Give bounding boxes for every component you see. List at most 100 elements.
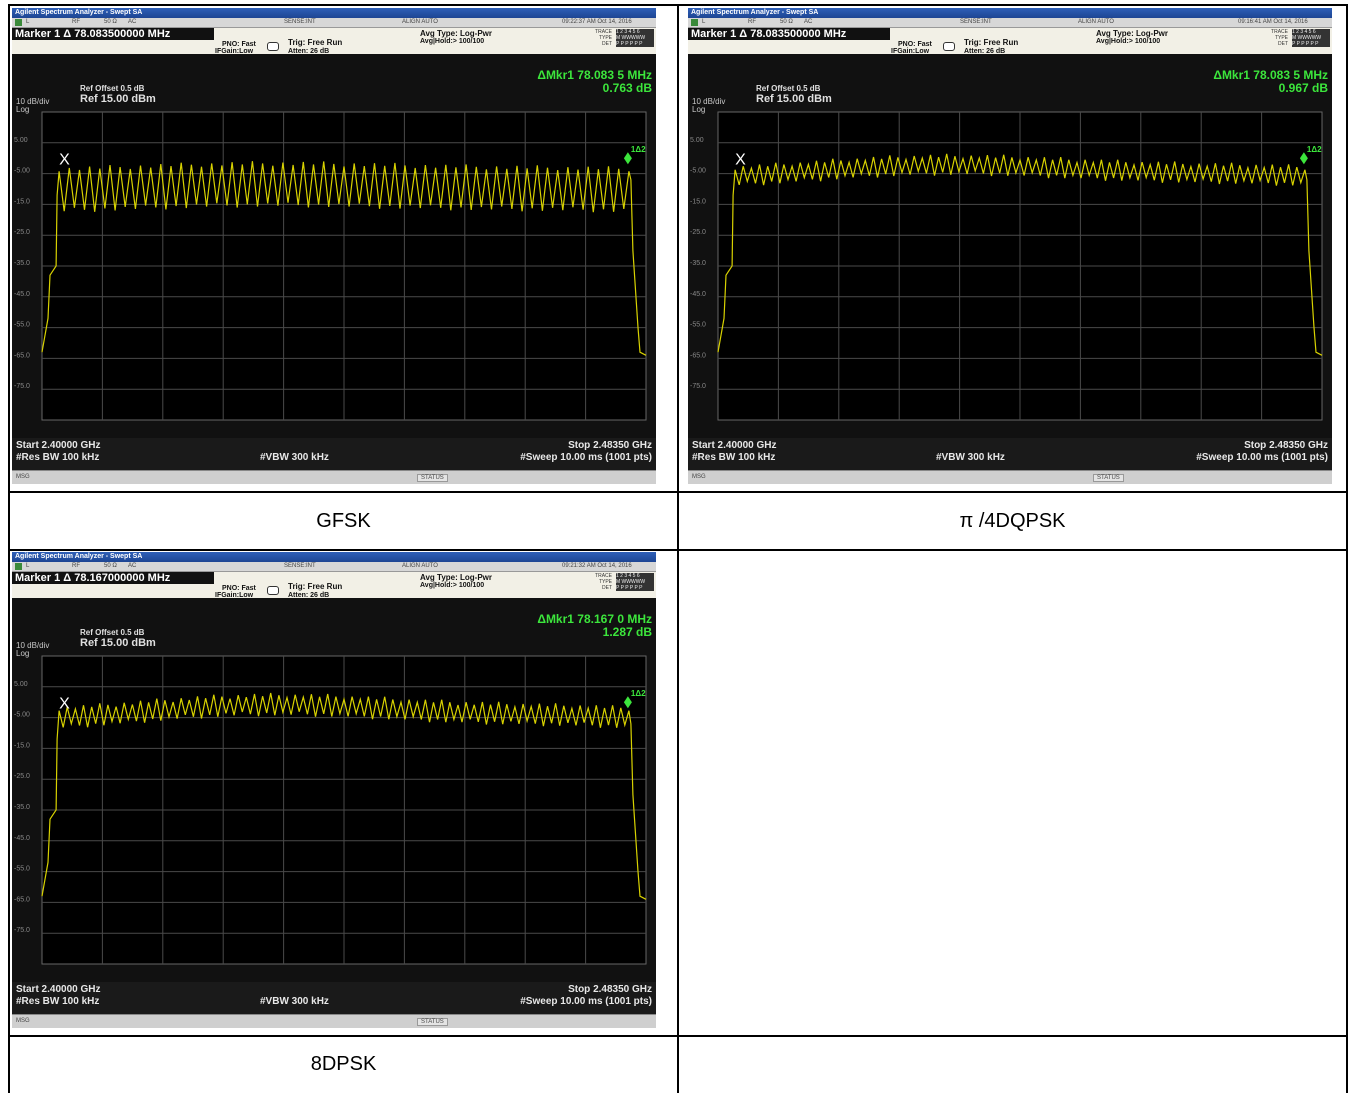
- marker-x-reference: X: [59, 695, 70, 712]
- spectrum-analyzer-screen: Agilent Spectrum Analyzer - Swept SA L R…: [688, 8, 1332, 484]
- avg-type-label: Avg Type: Log-Pwr: [420, 29, 492, 38]
- strip-ac: AC: [128, 563, 136, 569]
- ref-level: Ref 15.00 dBm: [756, 93, 832, 105]
- delta-marker-tag: 1Δ2: [631, 689, 646, 698]
- msg-label: MSG: [16, 474, 30, 480]
- sweep-time: #Sweep 10.00 ms (1001 pts): [520, 996, 652, 1007]
- strip-sense: SENSE:INT: [284, 19, 316, 25]
- y-tick-label: -65.0: [14, 352, 30, 359]
- y-tick-label: -45.0: [690, 291, 706, 298]
- strip-sense: SENSE:INT: [960, 19, 992, 25]
- y-tick-label: -55.0: [690, 322, 706, 329]
- status-indicator-icon: [691, 19, 698, 26]
- trig-label: Trig: Free Run: [288, 38, 342, 47]
- delta-marker-value: 0.763 dB: [603, 81, 652, 95]
- spectrum-analyzer-screen: Agilent Spectrum Analyzer - Swept SA L R…: [12, 8, 656, 484]
- strip-l: L: [26, 19, 29, 25]
- ref-level: Ref 15.00 dBm: [80, 637, 156, 649]
- sweep-time: #Sweep 10.00 ms (1001 pts): [1196, 452, 1328, 463]
- table-border-left: [8, 4, 10, 1093]
- y-tick-label: -5.00: [14, 168, 30, 175]
- y-tick-label: -55.0: [14, 866, 30, 873]
- y-tick-label: -35.0: [14, 260, 30, 267]
- y-tick-label: -25.0: [14, 229, 30, 236]
- avg-hold-label: Avg|Hold:> 100/100: [420, 38, 484, 46]
- strip-rf: RF: [748, 19, 756, 25]
- stop-freq: Stop 2.48350 GHz: [568, 440, 652, 451]
- caption-pi4dqpsk: π /4DQPSK: [679, 510, 1346, 533]
- trace-type-det-labels: TRACE TYPE DET: [1266, 29, 1288, 47]
- strip-align: ALIGN AUTO: [1078, 19, 1114, 25]
- scale-log: Log: [16, 649, 29, 658]
- delta-marker-value: 1.287 dB: [603, 625, 652, 639]
- window-title: Agilent Spectrum Analyzer - Swept SA: [688, 8, 1332, 18]
- y-tick-label: 5.00: [14, 137, 28, 144]
- marker-label[interactable]: Marker 1 Δ 78.167000000 MHz: [12, 572, 214, 584]
- y-tick-label: -35.0: [14, 804, 30, 811]
- delta-marker-tag: 1Δ2: [631, 145, 646, 154]
- y-tick-label: -25.0: [690, 229, 706, 236]
- y-tick-label: -75.0: [14, 927, 30, 934]
- avg-type-label: Avg Type: Log-Pwr: [420, 573, 492, 582]
- scale-log: Log: [692, 105, 705, 114]
- trace-indicator-box: 1 2 3 4 5 6M WWWWW P P P P P P: [616, 573, 654, 591]
- y-tick-label: -15.0: [14, 742, 30, 749]
- avg-hold-label: Avg|Hold:> 100/100: [420, 582, 484, 590]
- res-bw: #Res BW 100 kHz: [692, 452, 775, 463]
- caption-gfsk: GFSK: [10, 510, 677, 533]
- ref-offset: Ref Offset 0.5 dB: [80, 84, 144, 93]
- strip-impedance: 50 Ω: [104, 19, 117, 25]
- delta-marker-tag: 1Δ2: [1307, 145, 1322, 154]
- strip-l: L: [26, 563, 29, 569]
- status-label: STATUS: [417, 474, 448, 482]
- strip-time: 09:22:37 AM Oct 14, 2016: [562, 19, 632, 25]
- y-tick-label: -15.0: [14, 198, 30, 205]
- delta-marker-readout: ΔMkr1 78.083 5 MHz: [1213, 68, 1328, 82]
- spectrum-plot: 5.00 -5.00 -15.0 -25.0 -35.0 -45.0 -55.0 -65.0 -…: [718, 112, 1322, 420]
- res-bw: #Res BW 100 kHz: [16, 996, 99, 1007]
- marker-label[interactable]: Marker 1 Δ 78.083500000 MHz: [12, 28, 214, 40]
- strip-align: ALIGN AUTO: [402, 563, 438, 569]
- delta-marker-readout: ΔMkr1 78.167 0 MHz: [537, 612, 652, 626]
- spectrum-plot: 5.00 -5.00 -15.0 -25.0 -35.0 -45.0 -55.0 -65.0 -…: [42, 112, 646, 420]
- trace-type-det-labels: TRACE TYPE DET: [590, 573, 612, 591]
- y-tick-label: -35.0: [690, 260, 706, 267]
- y-tick-label: -15.0: [690, 198, 706, 205]
- trace-indicator-box: 1 2 3 4 5 6M WWWWW P P P P P P: [616, 29, 654, 47]
- stop-freq: Stop 2.48350 GHz: [568, 984, 652, 995]
- y-tick-label: -45.0: [14, 835, 30, 842]
- strip-align: ALIGN AUTO: [402, 19, 438, 25]
- marker-x-reference: X: [735, 151, 746, 168]
- status-label: STATUS: [1093, 474, 1124, 482]
- strip-impedance: 50 Ω: [104, 563, 117, 569]
- y-tick-label: -55.0: [14, 322, 30, 329]
- y-tick-label: -75.0: [14, 383, 30, 390]
- table-border-right: [1346, 4, 1348, 1093]
- trigger-icon: [943, 42, 955, 51]
- y-tick-label: -5.00: [690, 168, 706, 175]
- strip-impedance: 50 Ω: [780, 19, 793, 25]
- message-status-bar: MSG STATUS: [688, 470, 1332, 484]
- y-tick-label: 5.00: [14, 681, 28, 688]
- status-strip: L RF 50 Ω AC SENSE:INT ALIGN AUTO 09:21:…: [12, 562, 656, 572]
- strip-rf: RF: [72, 19, 80, 25]
- ref-offset: Ref Offset 0.5 dB: [80, 628, 144, 637]
- strip-rf: RF: [72, 563, 80, 569]
- table-border-mid: [677, 4, 679, 1093]
- sweep-time: #Sweep 10.00 ms (1001 pts): [520, 452, 652, 463]
- status-strip: L RF 50 Ω AC SENSE:INT ALIGN AUTO 09:16:…: [688, 18, 1332, 28]
- start-freq: Start 2.40000 GHz: [16, 984, 101, 995]
- delta-marker-readout: ΔMkr1 78.083 5 MHz: [537, 68, 652, 82]
- strip-time: 09:16:41 AM Oct 14, 2016: [1238, 19, 1308, 25]
- y-tick-label: -5.00: [14, 712, 30, 719]
- avg-type-label: Avg Type: Log-Pwr: [1096, 29, 1168, 38]
- strip-time: 09:21:32 AM Oct 14, 2016: [562, 563, 632, 569]
- vbw: #VBW 300 kHz: [936, 452, 1005, 463]
- marker-label[interactable]: Marker 1 Δ 78.083500000 MHz: [688, 28, 890, 40]
- status-label: STATUS: [417, 1018, 448, 1026]
- delta-marker-value: 0.967 dB: [1279, 81, 1328, 95]
- strip-sense: SENSE:INT: [284, 563, 316, 569]
- stop-freq: Stop 2.48350 GHz: [1244, 440, 1328, 451]
- trig-label: Trig: Free Run: [288, 582, 342, 591]
- res-bw: #Res BW 100 kHz: [16, 452, 99, 463]
